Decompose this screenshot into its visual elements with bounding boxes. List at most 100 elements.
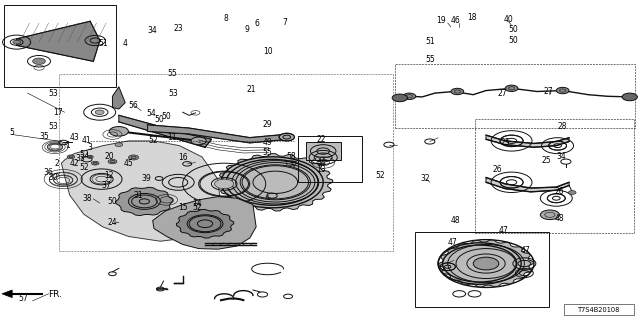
Text: 42: 42 bbox=[70, 159, 79, 168]
Text: 27: 27 bbox=[497, 89, 507, 98]
Bar bbox=[306, 142, 341, 160]
Text: 35: 35 bbox=[39, 132, 49, 140]
Text: 12: 12 bbox=[104, 171, 114, 180]
Circle shape bbox=[505, 85, 518, 92]
Text: 41: 41 bbox=[82, 136, 92, 145]
Text: 47: 47 bbox=[521, 246, 531, 255]
Text: 44: 44 bbox=[316, 158, 326, 167]
Circle shape bbox=[540, 210, 559, 220]
Circle shape bbox=[451, 88, 464, 95]
Text: 38: 38 bbox=[82, 194, 92, 203]
Text: 24: 24 bbox=[108, 218, 117, 227]
Circle shape bbox=[129, 155, 139, 160]
Bar bbox=[396, 64, 635, 128]
Polygon shape bbox=[61, 141, 221, 241]
Text: 28: 28 bbox=[558, 122, 568, 131]
Text: 48: 48 bbox=[555, 214, 564, 223]
Text: 52: 52 bbox=[148, 136, 157, 145]
Polygon shape bbox=[439, 240, 533, 287]
Bar bbox=[474, 119, 634, 233]
Text: 25: 25 bbox=[542, 156, 552, 164]
Text: 22: 22 bbox=[317, 135, 326, 144]
Text: 53: 53 bbox=[49, 89, 59, 98]
Text: 21: 21 bbox=[246, 85, 256, 94]
Text: 17: 17 bbox=[53, 108, 63, 117]
Text: 58: 58 bbox=[287, 152, 296, 161]
Text: 34: 34 bbox=[557, 152, 566, 161]
Text: 54: 54 bbox=[146, 109, 156, 118]
Text: 50: 50 bbox=[108, 197, 117, 206]
Text: 32: 32 bbox=[420, 174, 430, 183]
Text: 47: 47 bbox=[448, 238, 458, 247]
Text: 46: 46 bbox=[451, 16, 460, 25]
Polygon shape bbox=[2, 290, 12, 298]
Circle shape bbox=[473, 257, 499, 270]
Text: 2: 2 bbox=[54, 159, 60, 168]
Text: 18: 18 bbox=[467, 13, 477, 22]
Text: 33: 33 bbox=[76, 154, 85, 163]
Text: 1: 1 bbox=[65, 141, 70, 150]
Bar bbox=[415, 232, 548, 307]
Text: T7S4B20108: T7S4B20108 bbox=[578, 307, 620, 313]
Polygon shape bbox=[148, 125, 285, 143]
Text: 45: 45 bbox=[124, 159, 133, 168]
Polygon shape bbox=[113, 87, 125, 109]
Text: 6: 6 bbox=[255, 19, 260, 28]
Circle shape bbox=[279, 133, 294, 141]
Text: 7: 7 bbox=[282, 19, 287, 28]
Text: 53: 53 bbox=[49, 122, 59, 131]
Text: 4: 4 bbox=[123, 39, 127, 48]
Text: 10: 10 bbox=[263, 47, 273, 56]
Text: 50: 50 bbox=[162, 113, 172, 122]
Polygon shape bbox=[17, 21, 100, 61]
Polygon shape bbox=[486, 135, 569, 147]
Text: 55: 55 bbox=[263, 148, 273, 156]
Text: 25: 25 bbox=[500, 138, 510, 147]
Bar bbox=[298, 136, 362, 182]
Text: 29: 29 bbox=[263, 120, 273, 129]
Circle shape bbox=[392, 94, 408, 102]
Text: 50: 50 bbox=[154, 115, 164, 124]
Polygon shape bbox=[119, 116, 211, 147]
Text: 3: 3 bbox=[88, 143, 93, 152]
Text: 43: 43 bbox=[69, 133, 79, 142]
Text: 30: 30 bbox=[48, 173, 58, 182]
Circle shape bbox=[115, 143, 123, 147]
Circle shape bbox=[622, 93, 637, 101]
Circle shape bbox=[33, 58, 45, 64]
Text: 36: 36 bbox=[44, 168, 54, 177]
Bar bbox=[4, 5, 116, 87]
Text: 39: 39 bbox=[141, 174, 151, 183]
Text: 52: 52 bbox=[79, 150, 88, 159]
Text: 47: 47 bbox=[499, 226, 509, 235]
Text: 16: 16 bbox=[178, 153, 188, 162]
Text: 9: 9 bbox=[244, 25, 249, 34]
Polygon shape bbox=[218, 154, 333, 211]
Circle shape bbox=[67, 155, 75, 159]
Text: 27: 27 bbox=[544, 87, 554, 96]
Polygon shape bbox=[176, 209, 234, 238]
Text: 5: 5 bbox=[10, 128, 15, 137]
Circle shape bbox=[95, 110, 104, 115]
Text: 31: 31 bbox=[133, 190, 143, 200]
Polygon shape bbox=[116, 187, 173, 216]
Circle shape bbox=[13, 40, 20, 44]
Text: 50: 50 bbox=[508, 36, 518, 45]
Text: FR.: FR. bbox=[49, 290, 63, 299]
Circle shape bbox=[403, 93, 416, 100]
Polygon shape bbox=[486, 178, 569, 192]
Text: 40: 40 bbox=[504, 15, 513, 24]
Circle shape bbox=[191, 137, 206, 145]
Text: 56: 56 bbox=[129, 101, 138, 110]
Circle shape bbox=[214, 179, 234, 189]
Text: 51: 51 bbox=[425, 37, 435, 46]
Bar bbox=[60, 74, 393, 251]
Bar bbox=[564, 304, 634, 316]
Text: 50: 50 bbox=[508, 25, 518, 34]
Circle shape bbox=[109, 126, 129, 136]
Text: 19: 19 bbox=[436, 16, 446, 25]
Circle shape bbox=[92, 161, 99, 165]
Text: 52: 52 bbox=[376, 171, 385, 180]
Text: 52: 52 bbox=[193, 203, 202, 212]
Text: 8: 8 bbox=[223, 14, 228, 23]
